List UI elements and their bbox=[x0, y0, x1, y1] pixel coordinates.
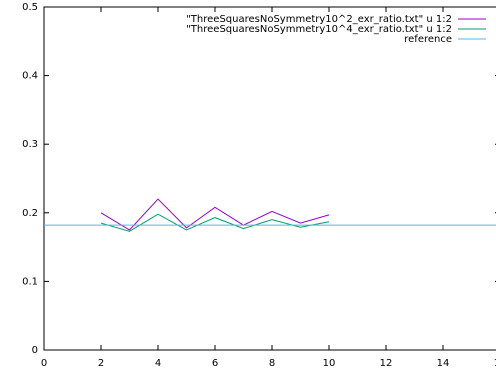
y-tick-label: 0.1 bbox=[22, 276, 38, 287]
legend-label: reference bbox=[404, 34, 452, 45]
y-tick-label: 0.4 bbox=[22, 71, 38, 82]
x-tick-label: 6 bbox=[212, 358, 218, 369]
y-tick-label: 0.5 bbox=[22, 2, 38, 13]
x-tick-label: 12 bbox=[380, 358, 393, 369]
x-tick-label: 16 bbox=[494, 358, 496, 369]
x-tick-label: 8 bbox=[269, 358, 275, 369]
x-tick-label: 4 bbox=[155, 358, 161, 369]
x-tick-label: 0 bbox=[41, 358, 47, 369]
y-tick-label: 0.2 bbox=[22, 208, 38, 219]
legend-label: "ThreeSquaresNoSymmetry10^4_exr_ratio.tx… bbox=[186, 24, 452, 35]
x-tick-label: 10 bbox=[323, 358, 336, 369]
y-tick-label: 0 bbox=[32, 345, 38, 356]
x-tick-label: 2 bbox=[98, 358, 104, 369]
y-tick-label: 0.3 bbox=[22, 139, 38, 150]
x-tick-label: 14 bbox=[437, 358, 450, 369]
legend-label: "ThreeSquaresNoSymmetry10^2_exr_ratio.tx… bbox=[186, 14, 452, 25]
series-line bbox=[100, 198, 330, 231]
